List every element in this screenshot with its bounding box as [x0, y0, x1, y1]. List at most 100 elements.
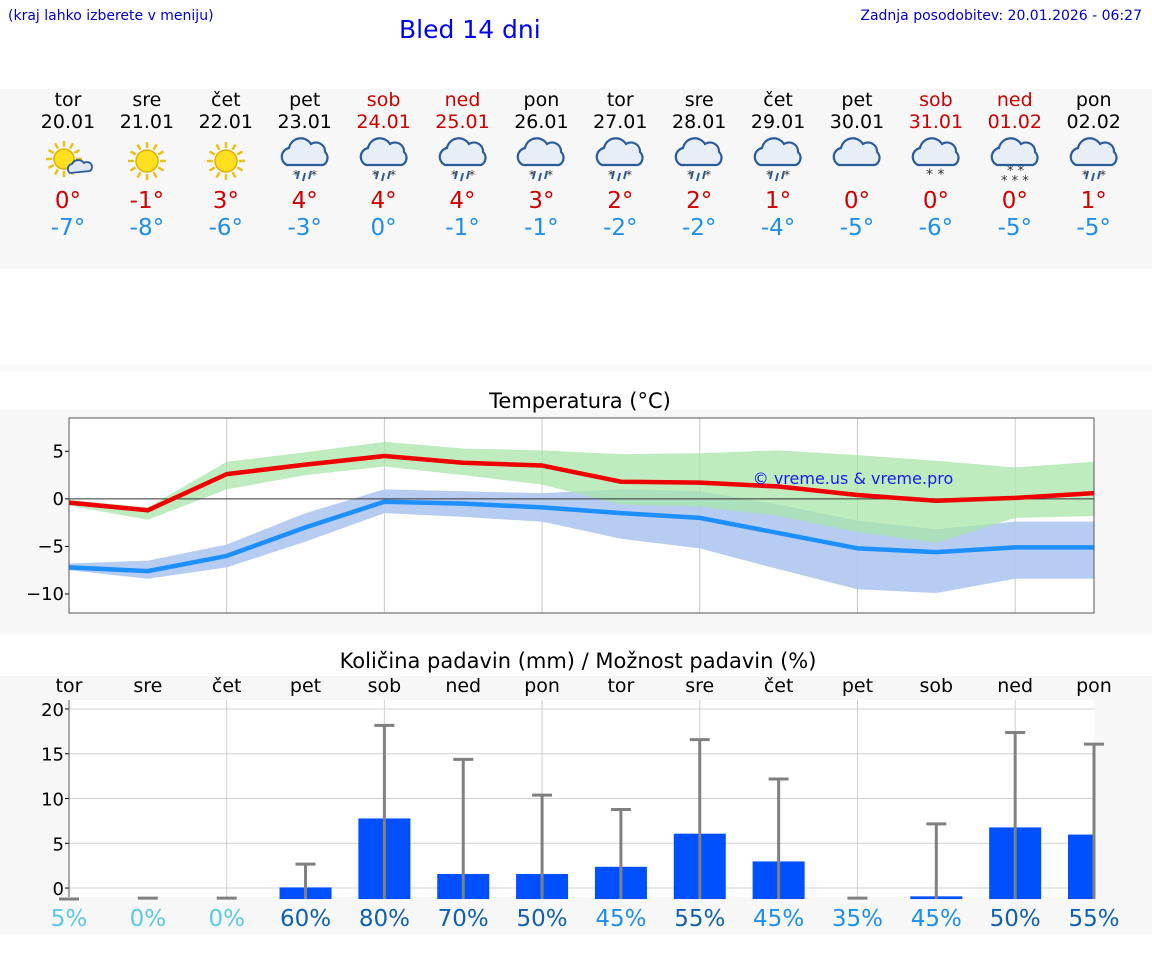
precipitation-bar: [1068, 834, 1094, 900]
precipitation-category-label: čet: [764, 675, 794, 697]
precipitation-probability: 70%: [438, 906, 489, 932]
min-temperature-band: [69, 489, 1094, 594]
max-temperature: 2°: [607, 188, 634, 214]
day-date: 01.02: [987, 111, 1042, 133]
precipitation-probability: 80%: [359, 906, 410, 932]
day-column: tor 27.01 * * 2° -2°: [581, 89, 660, 241]
snow-light-icon: * *: [911, 137, 960, 183]
rain-snow-icon: * *: [517, 137, 565, 182]
precipitation-probability: 55%: [674, 906, 725, 932]
precipitation-probability: 50%: [517, 906, 568, 932]
day-name: pet: [289, 89, 321, 111]
rain-snow-icon: * *: [1069, 137, 1118, 182]
svg-text:*: *: [293, 168, 299, 182]
day-date: 31.01: [908, 111, 964, 133]
max-temperature-line: [68, 453, 1095, 513]
day-date: 27.01: [593, 111, 648, 133]
max-temperature: 0°: [1001, 188, 1028, 214]
temperature-y-tick-label: −5: [37, 536, 64, 557]
sunny-icon: [206, 142, 245, 180]
min-temperature: -5°: [839, 215, 875, 241]
min-temperature: -1°: [524, 215, 559, 241]
min-temperature: -6°: [918, 215, 954, 241]
sunny-icon: [127, 142, 166, 180]
max-temperature: 4°: [449, 188, 476, 214]
precipitation-probability: 0%: [130, 906, 167, 932]
svg-text:*: *: [529, 168, 535, 182]
sunny-cloud-icon: [46, 141, 93, 177]
day-name: ned: [996, 89, 1033, 111]
precipitation-probability: 60%: [280, 906, 331, 932]
precipitation-category-label: sre: [133, 675, 162, 697]
day-date: 21.01: [119, 111, 175, 133]
rain-snow-icon: * *: [753, 137, 802, 182]
day-date: 28.01: [671, 111, 727, 133]
precipitation-category-label: ned: [997, 675, 1033, 697]
day-name: ned: [444, 89, 481, 111]
max-temperature: -1°: [129, 188, 165, 214]
svg-text:*: *: [705, 168, 711, 182]
location-hint: (kraj lahko izberete v meniju): [8, 8, 214, 24]
rain-snow-icon: * *: [674, 137, 723, 182]
rain-snow-icon: * *: [438, 137, 487, 182]
svg-text:*: *: [1082, 168, 1088, 182]
min-temperature: -2°: [603, 215, 638, 241]
svg-text:*: *: [547, 168, 553, 182]
precipitation-category-label: pon: [524, 675, 560, 697]
day-column: ned 25.01 * * 4° -1°: [423, 89, 502, 241]
day-column: ned 01.02 * * * * * 0° -5°: [975, 89, 1054, 241]
max-temperature: 0°: [922, 188, 949, 214]
day-name: tor: [606, 89, 634, 111]
day-column: sob 24.01 * * 4° 0°: [344, 89, 423, 241]
svg-text:*: *: [451, 168, 457, 182]
precipitation-probability: 55%: [1068, 906, 1119, 932]
precipitation-y-tick-label: 20: [41, 700, 64, 721]
day-name: pet: [841, 89, 873, 111]
day-column: sre 28.01 * * 2° -2°: [660, 89, 739, 241]
svg-text:*: *: [626, 168, 632, 182]
day-name: sre: [132, 89, 162, 111]
precipitation-probability: 5%: [51, 906, 88, 932]
precipitation-category-label: pet: [290, 675, 321, 697]
precipitation-probability: 0%: [208, 906, 245, 932]
day-name: tor: [54, 89, 82, 111]
precipitation-category-label: tor: [607, 675, 634, 697]
cloudy-icon: [832, 137, 881, 167]
min-temperature-line: [68, 499, 1094, 574]
temperature-y-tick-label: 5: [53, 441, 64, 462]
precipitation-probability: 50%: [990, 906, 1041, 932]
precipitation-probability: 45%: [911, 906, 962, 932]
precipitation-probability: 45%: [753, 906, 804, 932]
svg-text:*: *: [1100, 168, 1106, 182]
svg-text:*: *: [390, 168, 396, 182]
rain-snow-icon: * *: [280, 137, 329, 182]
max-temperature: 4°: [291, 188, 318, 214]
day-name: čet: [763, 89, 793, 111]
day-name: sob: [366, 89, 401, 111]
max-temperature: 4°: [370, 188, 397, 214]
day-column: čet 29.01 * * 1° -4°: [739, 89, 818, 241]
temperature-y-tick-label: 0: [53, 489, 64, 510]
day-date: 20.01: [40, 111, 96, 133]
snow-icon: * ** * *: [990, 137, 1039, 187]
precipitation-category-label: tor: [56, 675, 83, 697]
day-date: 29.01: [750, 111, 806, 133]
day-name: pon: [523, 89, 560, 111]
min-temperature: -5°: [997, 215, 1033, 241]
precipitation-category-label: sre: [685, 675, 714, 697]
precipitation-category-label: pet: [842, 675, 873, 697]
day-column: čet 22.01 3° -6°: [186, 89, 265, 241]
svg-text:*: *: [372, 168, 378, 182]
day-column: pon 26.01 * * 3° -1°: [502, 89, 581, 241]
min-temperature: -5°: [1076, 215, 1111, 241]
min-temperature: -1°: [445, 215, 480, 241]
precipitation-probability: 45%: [595, 906, 646, 932]
svg-text:*: *: [784, 168, 790, 182]
temperature-chart: Temperatura (°C) 5 0 −5 −10 © vreme.us & vre…: [26, 389, 1095, 614]
rain-snow-icon: * *: [359, 137, 408, 182]
precipitation-y-tick-label: 0: [53, 879, 64, 900]
day-column: tor 20.01 0° -7°: [29, 89, 108, 241]
day-name: pon: [1075, 89, 1112, 111]
min-temperature: -3°: [287, 215, 322, 241]
svg-text:*: *: [608, 168, 614, 182]
